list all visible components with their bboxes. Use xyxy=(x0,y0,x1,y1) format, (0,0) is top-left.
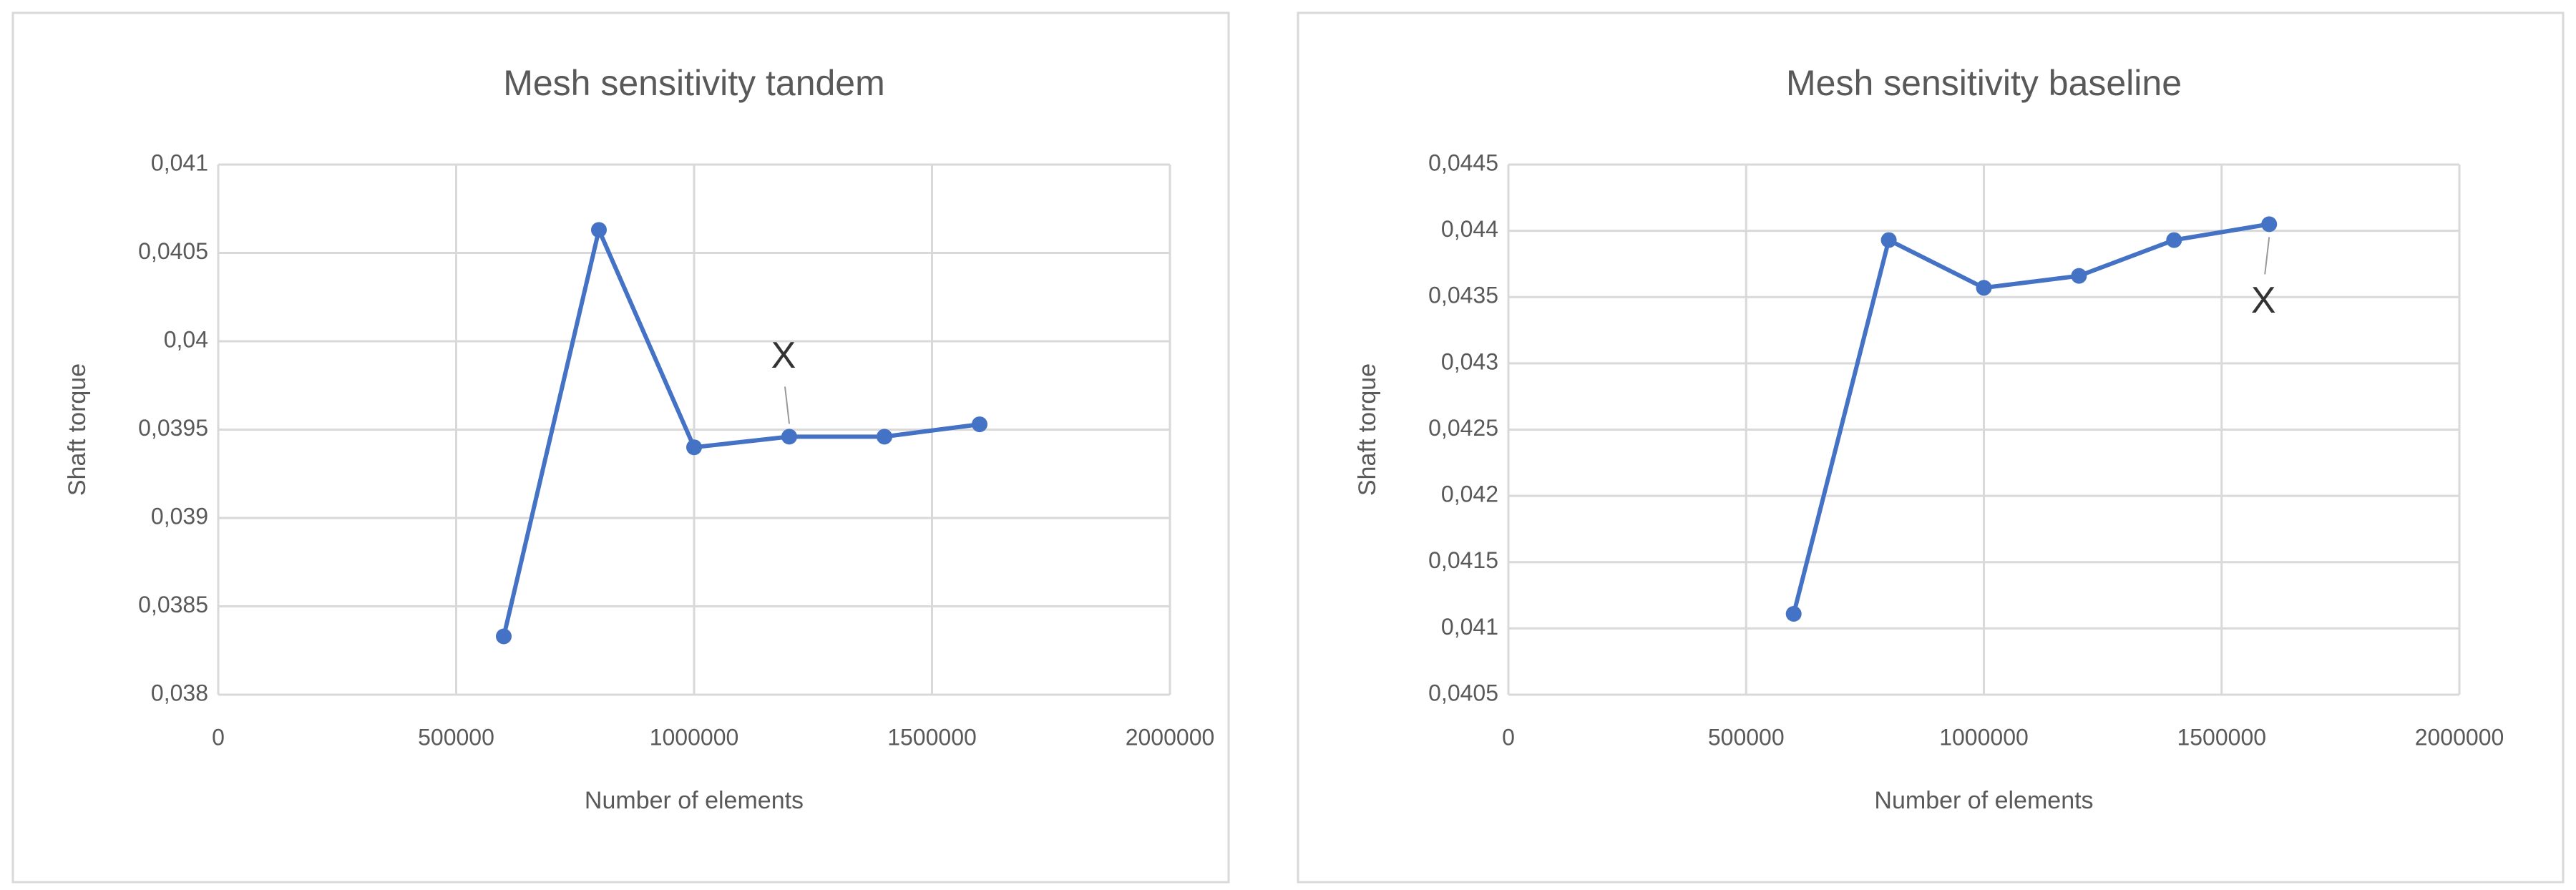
y-tick-label: 0,0395 xyxy=(138,415,208,441)
y-tick-label: 0,0405 xyxy=(1428,680,1498,705)
point xyxy=(2261,216,2278,233)
point xyxy=(1976,280,1992,296)
chart-frame xyxy=(1297,11,2565,884)
line xyxy=(1791,222,2270,615)
y-tick-label: 0,04 xyxy=(164,326,208,352)
point xyxy=(591,222,607,238)
point xyxy=(1785,605,1802,622)
x-tick-label: 500000 xyxy=(418,724,494,750)
point xyxy=(2166,232,2182,248)
y-tick-label: 0,042 xyxy=(1441,481,1498,507)
y-tick-label: 0,0425 xyxy=(1428,415,1498,441)
y-tick-label: 0,038 xyxy=(151,680,208,705)
line xyxy=(502,228,980,637)
point xyxy=(877,429,892,445)
y-tick-label: 0,0435 xyxy=(1428,283,1498,308)
x-tick-label: 2000000 xyxy=(1126,724,1215,750)
point xyxy=(781,429,797,445)
x-tick-label: 2000000 xyxy=(2415,724,2504,750)
x-tick-label: 0 xyxy=(212,724,225,750)
x-axis-label: Number of elements xyxy=(585,787,804,814)
y-tick-label: 0,0385 xyxy=(138,592,208,617)
x-tick-label: 500000 xyxy=(1708,724,1785,750)
y-axis-label: Shaft torque xyxy=(64,363,91,496)
point xyxy=(686,439,702,456)
point xyxy=(1880,232,1897,248)
point xyxy=(496,628,512,645)
y-tick-label: 0,043 xyxy=(1441,348,1498,374)
x-tick-label: 1500000 xyxy=(887,724,977,750)
x-tick-label: 1000000 xyxy=(1939,724,2029,750)
y-tick-label: 0,0445 xyxy=(1428,150,1498,175)
chart-title: Mesh sensitivity baseline xyxy=(1786,63,2182,103)
y-tick-label: 0,0405 xyxy=(138,238,208,264)
x-tick-label: 1000000 xyxy=(650,724,739,750)
chart-frame xyxy=(11,11,1230,884)
x-tick-label: 1500000 xyxy=(2177,724,2266,750)
chart-title: Mesh sensitivity tandem xyxy=(503,63,885,103)
annotation-leader xyxy=(784,386,790,424)
point xyxy=(2071,268,2087,284)
x-tick-label: 0 xyxy=(1502,724,1515,750)
y-axis-label: Shaft torque xyxy=(1354,363,1381,496)
y-tick-label: 0,041 xyxy=(1441,614,1498,640)
annotation: X xyxy=(2251,280,2276,321)
annotation: X xyxy=(771,335,796,376)
x-axis-label: Number of elements xyxy=(1874,787,2093,814)
annotation-leader xyxy=(2264,237,2270,275)
y-tick-label: 0,0415 xyxy=(1428,547,1498,573)
point xyxy=(972,416,987,433)
y-tick-label: 0,041 xyxy=(151,150,208,175)
y-tick-label: 0,044 xyxy=(1441,216,1498,242)
y-tick-label: 0,039 xyxy=(151,503,208,529)
